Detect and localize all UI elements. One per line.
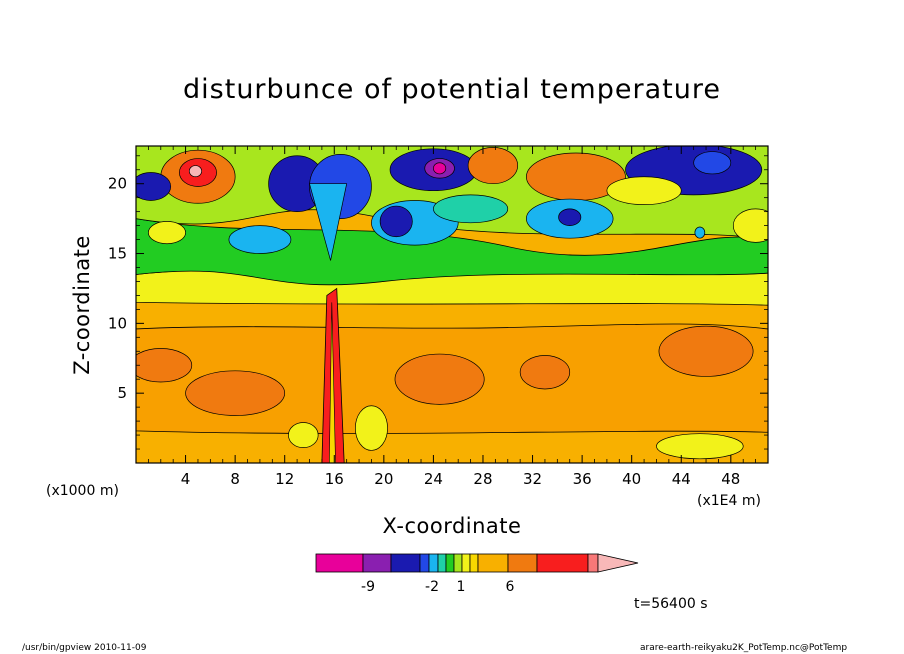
contour-plume xyxy=(329,302,336,463)
contour-cell xyxy=(228,225,292,254)
contour-cell xyxy=(433,194,509,224)
contour-cell xyxy=(433,162,447,175)
contour-cell xyxy=(136,172,172,201)
x-tick-label: 24 xyxy=(424,470,443,488)
colorbar-label: -9 xyxy=(361,579,375,595)
x-tick-label: 4 xyxy=(181,470,191,488)
x-tick-label: 32 xyxy=(523,470,542,488)
x-tick-label: 48 xyxy=(721,470,740,488)
colorbar-swatch xyxy=(453,553,463,573)
colorbar-swatch xyxy=(419,553,430,573)
colorbar-swatch xyxy=(477,553,509,573)
contour-cell xyxy=(732,208,768,243)
x-axis-label: X-coordinate xyxy=(382,514,522,538)
footer-left: /usr/bin/gpview 2010-11-09 xyxy=(22,643,147,653)
chart-title: disturbunce of potential temperature xyxy=(183,74,721,105)
x-tick-label: 8 xyxy=(230,470,240,488)
contour-cell xyxy=(185,370,286,416)
colorbar-label: -2 xyxy=(425,579,439,595)
colorbar-swatch xyxy=(469,553,479,573)
colorbar-swatch xyxy=(507,553,538,573)
x-tick-label: 44 xyxy=(672,470,691,488)
x-tick-label: 16 xyxy=(325,470,344,488)
x-tick-label: 12 xyxy=(275,470,294,488)
colorbar-swatch xyxy=(362,553,392,573)
y-tick-label: 10 xyxy=(108,314,127,332)
contour-field xyxy=(136,146,768,463)
colorbar-swatch xyxy=(437,553,447,573)
contour-cell xyxy=(693,151,732,175)
colorbar-swatch xyxy=(445,553,455,573)
contour-cell xyxy=(288,422,319,448)
contour-cell xyxy=(188,165,203,178)
x-unit-right: (x1E4 m) xyxy=(697,493,761,509)
contour-cell xyxy=(694,226,706,239)
contour-plume xyxy=(309,183,348,261)
colorbar-swatch xyxy=(428,553,439,573)
contour-cell xyxy=(379,205,413,238)
y-tick-label: 5 xyxy=(117,384,127,402)
contour-cell xyxy=(394,353,485,405)
y-tick-label: 15 xyxy=(108,245,127,263)
y-tick-label: 20 xyxy=(108,175,127,193)
contour-cell xyxy=(658,325,754,377)
contour-cell xyxy=(354,405,388,451)
contour-cell xyxy=(606,176,682,206)
colorbar-label: 1 xyxy=(457,579,466,595)
colorbar-swatch xyxy=(461,553,471,573)
plot-frame xyxy=(135,145,769,464)
contour-cell xyxy=(467,147,519,185)
x-unit-left: (x1000 m) xyxy=(46,483,119,499)
colorbar-swatch xyxy=(536,553,589,573)
y-axis-label: Z-coordinate xyxy=(70,235,94,375)
colorbar-swatch xyxy=(315,553,364,573)
time-label: t=56400 s xyxy=(634,596,708,612)
x-tick-label: 36 xyxy=(573,470,592,488)
contour-cell xyxy=(519,355,571,390)
contour-cell xyxy=(136,348,193,383)
colorbar-label: 6 xyxy=(506,579,515,595)
x-tick-label: 40 xyxy=(622,470,641,488)
x-tick-label: 28 xyxy=(473,470,492,488)
footer-right: arare-earth-reikyaku2K_PotTemp.nc@PotTem… xyxy=(640,643,848,653)
colorbar-swatch xyxy=(587,553,599,573)
x-tick-label: 20 xyxy=(374,470,393,488)
colorbar-arrow xyxy=(597,553,639,573)
contour-cell xyxy=(656,433,744,460)
contour-cell xyxy=(148,221,186,245)
colorbar-swatch xyxy=(390,553,421,573)
contour-cell xyxy=(558,208,582,226)
